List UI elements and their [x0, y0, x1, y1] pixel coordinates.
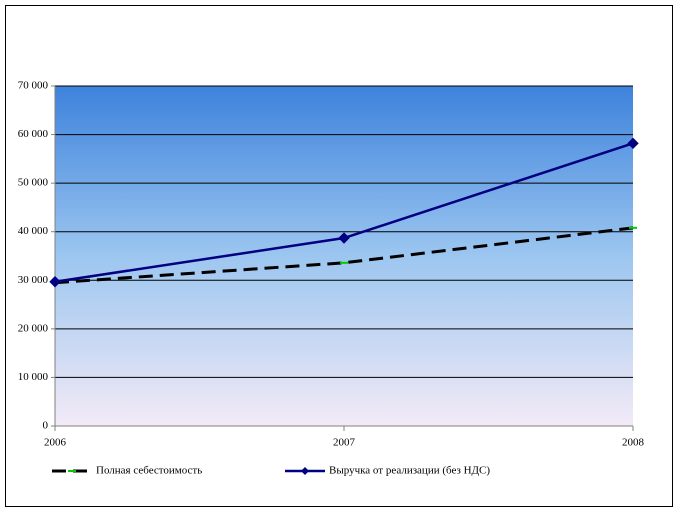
y-tick-label: 20 000 [18, 322, 49, 334]
y-tick-label: 0 [43, 420, 49, 432]
x-tick-label: 2007 [333, 437, 356, 449]
plot-area [55, 86, 633, 426]
legend-label: Полная себестоимость [96, 465, 202, 477]
marker [338, 232, 350, 244]
y-tick-label: 50 000 [18, 177, 49, 189]
y-tick-label: 70 000 [18, 80, 49, 92]
y-tick-label: 30 000 [18, 274, 49, 286]
marker [49, 276, 61, 288]
x-tick-label: 2008 [622, 437, 645, 449]
legend-label: Выручка от реализации (без НДС) [329, 465, 490, 477]
y-tick-label: 10 000 [18, 371, 49, 383]
x-tick-label: 2006 [44, 437, 67, 449]
marker [627, 137, 639, 150]
legend-marker [301, 467, 309, 475]
y-tick-label: 40 000 [18, 225, 49, 237]
y-tick-label: 60 000 [18, 128, 49, 140]
series-line [54, 226, 634, 285]
